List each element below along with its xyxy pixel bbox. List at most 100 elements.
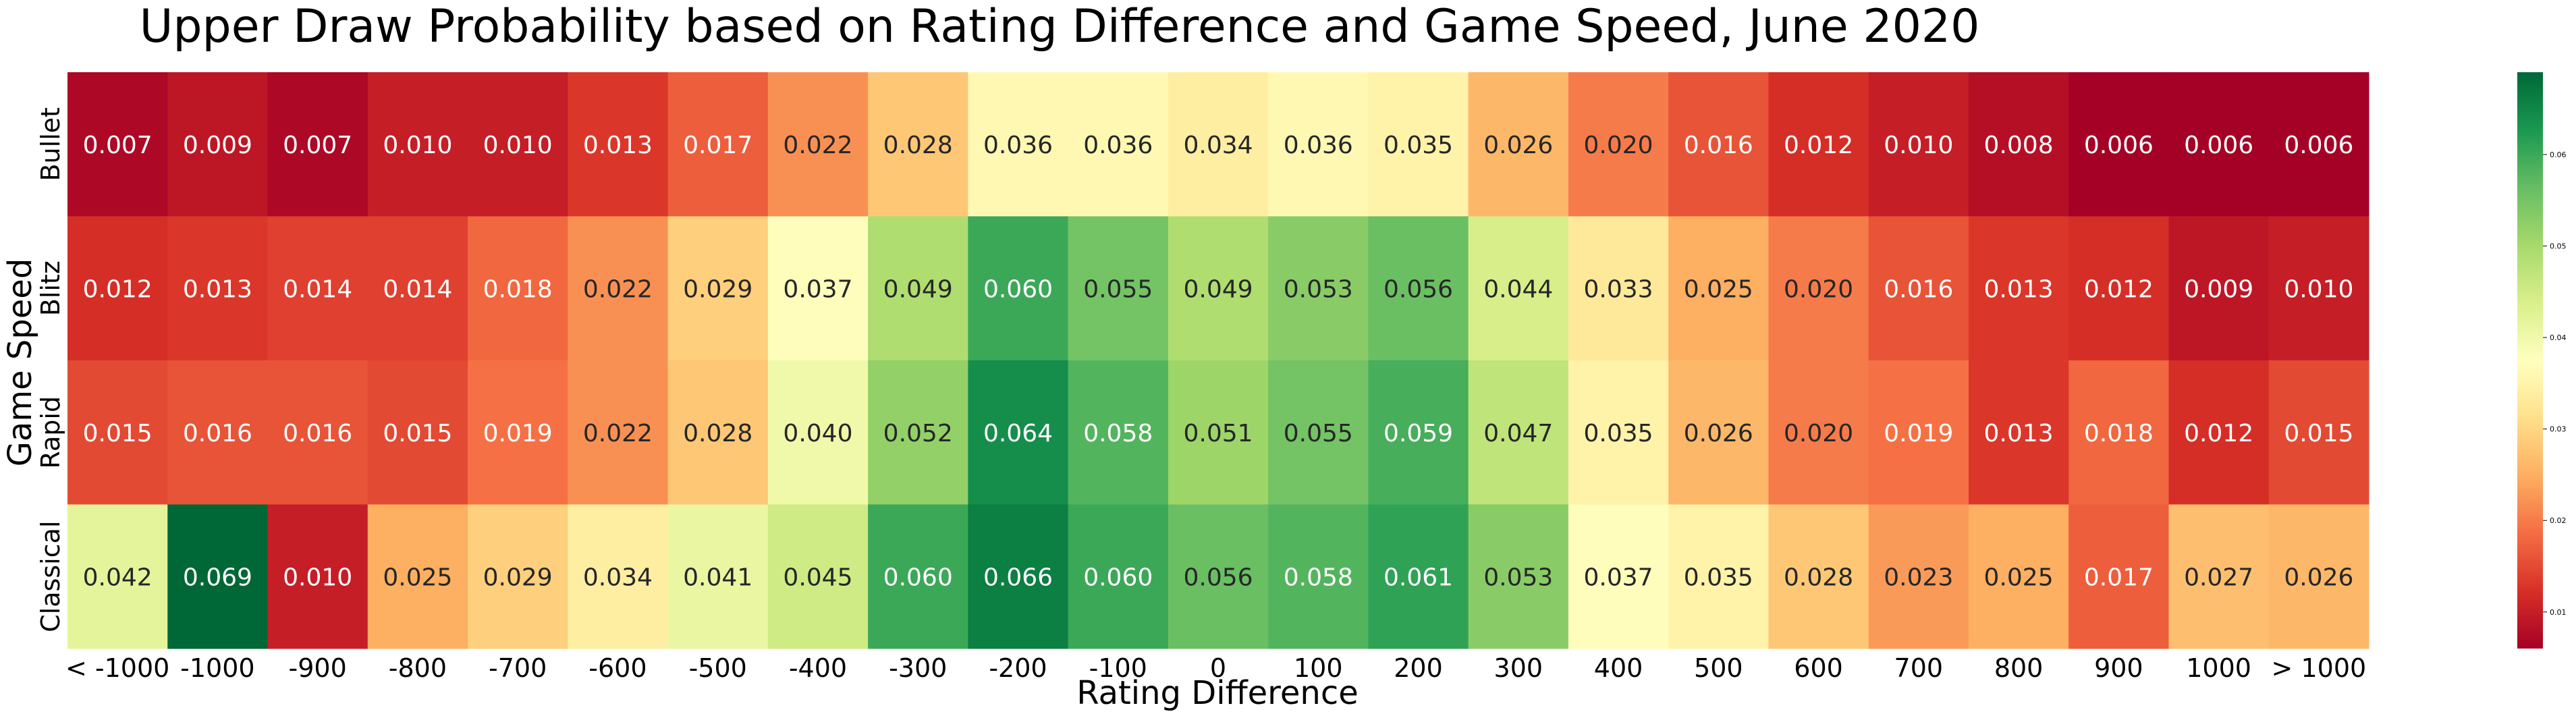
cell-value-label: 0.026 [1483,132,1553,159]
colorbar-tick-label: 0.02 [2550,516,2567,525]
heatmap-cell [968,360,1069,505]
cell-value-label: 0.007 [283,132,352,159]
cell-value-label: 0.047 [1483,420,1553,447]
colorbar-tick-label: 0.03 [2550,425,2567,434]
heatmap-cell [1668,504,1769,649]
heatmap-cell [1468,360,1569,505]
heatmap-cell [468,360,568,505]
cell-value-label: 0.028 [1784,564,1853,591]
heatmap-cell [968,504,1069,649]
x-tick-labels: < -1000 -1000 -900 -800 -700 -600 -500 -400 -300… [65,653,2366,683]
heatmap-cell [868,360,968,505]
heatmap-cell [1168,216,1269,361]
heatmap-cell [1568,72,1669,217]
x-tick-label: -800 [389,653,447,683]
heatmap-cell [2068,360,2169,505]
cell-value-label: 0.018 [483,275,553,303]
cell-value-label: 0.018 [2084,420,2154,447]
heatmap-cell [868,72,968,217]
cell-value-label: 0.013 [183,275,252,303]
heatmap-cell [1368,72,1469,217]
heatmap-cell [767,360,869,505]
cell-value-label: 0.060 [983,275,1053,303]
cell-value-label: 0.013 [583,132,653,159]
x-tick-label: 1000 [2186,653,2251,683]
cell-value-label: 0.015 [83,420,153,447]
heatmap-cell [2268,360,2369,505]
y-tick-label: Blitz [36,260,65,316]
heatmap-cell [1268,216,1369,361]
heatmap-cell [1468,504,1569,649]
x-tick-label: -900 [289,653,347,683]
heatmap-cell [1168,72,1269,217]
x-tick-label: 100 [1294,653,1343,683]
y-tick-label: Bullet [36,107,65,182]
heatmap-cell [167,216,269,361]
heatmap-cell [1768,216,1869,361]
heatmap-cell [1268,72,1369,217]
heatmap-cell [868,216,968,361]
heatmap-cell [2068,216,2169,361]
cell-value-label: 0.026 [2284,564,2353,591]
cell-value-label: 0.035 [1684,564,1753,591]
heatmap-cell [468,216,568,361]
cell-value-label: 0.015 [383,420,452,447]
cell-value-label: 0.010 [483,132,553,159]
x-tick-label: 800 [1994,653,2044,683]
cell-value-label: 0.016 [183,420,252,447]
cell-value-label: 0.049 [883,275,953,303]
heatmap-cell [67,504,168,649]
heatmap-cell [1868,72,1969,217]
heatmap-cell [1268,360,1369,505]
cell-value-label: 0.013 [1984,420,2054,447]
colorbar-tick-label: 0.06 [2550,150,2567,159]
cell-value-label: 0.037 [1584,564,1653,591]
cell-value-label: 0.006 [2084,132,2154,159]
cell-value-label: 0.058 [1284,564,1353,591]
cell-value-label: 0.053 [1284,275,1353,303]
heatmap-cell [1768,72,1869,217]
heatmap-cell [67,360,168,505]
cell-value-label: 0.019 [483,420,553,447]
cell-value-label: 0.012 [83,275,153,303]
cell-value-label: 0.006 [2184,132,2253,159]
cell-value-label: 0.045 [783,564,852,591]
heatmap-cell [1968,216,2069,361]
heatmap-cell [367,72,468,217]
heatmap-cell [67,72,168,217]
cell-value-label: 0.014 [283,275,352,303]
cell-value-label: 0.028 [683,420,752,447]
heatmap-cell [1068,72,1169,217]
x-tick-label: -500 [689,653,747,683]
colorbar-tick-label: 0.05 [2550,242,2567,251]
cell-value-label: 0.055 [1284,420,1353,447]
heatmap-cell [1368,216,1469,361]
cell-value-label: 0.027 [2184,564,2253,591]
cell-value-label: 0.010 [383,132,452,159]
heatmap-cell [167,360,269,505]
cell-value-label: 0.029 [683,275,752,303]
cell-value-label: 0.023 [1884,564,1953,591]
cell-value-label: 0.036 [983,132,1053,159]
x-tick-label: -700 [489,653,547,683]
cell-value-label: 0.052 [883,420,953,447]
heatmap-cell [167,72,269,217]
x-tick-label: 700 [1894,653,1944,683]
cell-value-label: 0.066 [983,564,1053,591]
cell-value-label: 0.010 [2284,275,2353,303]
heatmap-cell [1368,360,1469,505]
heatmap-cell [1668,216,1769,361]
heatmap-cell [1968,360,2069,505]
y-tick-label: Rapid [36,396,65,469]
heatmap-cell [1868,504,1969,649]
cell-value-label: 0.006 [2284,132,2353,159]
colorbar-tick-label: 0.01 [2550,608,2567,617]
heatmap-cell [1568,360,1669,505]
heatmap-cell [67,216,168,361]
cell-value-label: 0.035 [1383,132,1453,159]
heatmap-cell [1868,360,1969,505]
cell-value-label: 0.061 [1383,564,1453,591]
cell-value-label: 0.016 [1684,132,1753,159]
heatmap-cell [1768,360,1869,505]
cell-value-label: 0.010 [1884,132,1953,159]
